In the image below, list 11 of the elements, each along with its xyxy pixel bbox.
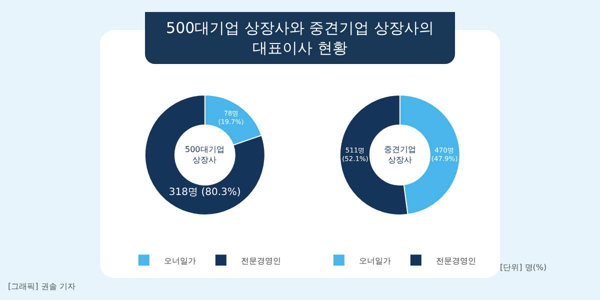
legend-label: 전문경영인	[240, 256, 281, 266]
legend-label: 전문경영인	[436, 256, 476, 266]
text: 중견기업 상장사	[384, 145, 416, 164]
text: [그래픽] 권솔 기자	[8, 282, 76, 291]
text: 500대기업 상장사	[185, 145, 224, 164]
chart-title: 500대기업 상장사와 중견기업 상장사의 대표이사 현황	[145, 12, 455, 64]
text: [단위] 명(%)	[500, 263, 547, 272]
donut-slice	[144, 94, 266, 216]
legend-label: 오너일가	[164, 256, 196, 266]
legend-label: 오너일가	[358, 256, 391, 266]
data-label: 318명 (80.3%)	[168, 186, 241, 198]
